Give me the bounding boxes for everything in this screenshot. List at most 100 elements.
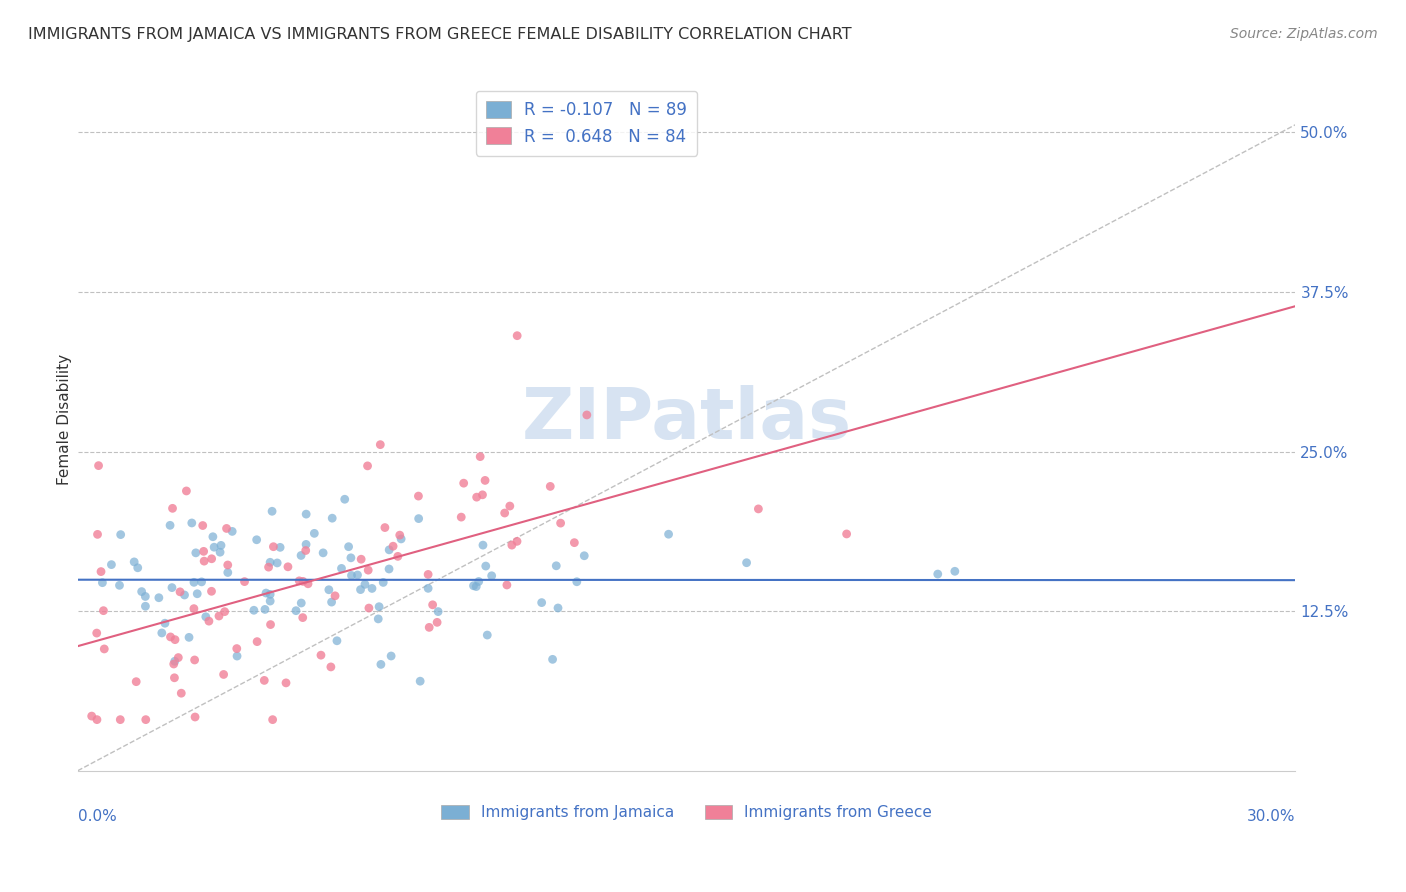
- Point: [190, 574, 212, 589]
- Point: [471, 488, 494, 502]
- Point: [254, 586, 277, 600]
- Point: [285, 604, 308, 618]
- Point: [418, 567, 440, 582]
- Point: [262, 540, 284, 554]
- Point: [274, 676, 297, 690]
- Point: [357, 563, 380, 577]
- Point: [304, 526, 326, 541]
- Point: [378, 562, 401, 576]
- Point: [474, 559, 496, 574]
- Point: [135, 713, 157, 727]
- Point: [86, 626, 108, 640]
- Point: [148, 591, 170, 605]
- Point: [86, 527, 108, 541]
- Point: [201, 530, 224, 544]
- Point: [80, 709, 103, 723]
- Point: [215, 521, 238, 535]
- Text: 30.0%: 30.0%: [1247, 809, 1295, 824]
- Point: [538, 479, 561, 493]
- Point: [125, 674, 148, 689]
- Point: [259, 555, 281, 569]
- Point: [408, 511, 430, 525]
- Point: [422, 598, 444, 612]
- Point: [453, 476, 475, 491]
- Point: [90, 565, 112, 579]
- Point: [259, 587, 281, 601]
- Point: [494, 506, 516, 520]
- Point: [226, 649, 249, 664]
- Point: [134, 599, 156, 614]
- Point: [312, 546, 335, 560]
- Point: [86, 713, 108, 727]
- Point: [259, 594, 281, 608]
- Point: [153, 616, 176, 631]
- Point: [246, 634, 269, 648]
- Point: [388, 528, 411, 542]
- Point: [209, 538, 232, 552]
- Point: [321, 511, 343, 525]
- Point: [183, 575, 205, 590]
- Point: [169, 584, 191, 599]
- Point: [134, 590, 156, 604]
- Point: [506, 328, 529, 343]
- Point: [575, 408, 598, 422]
- Point: [184, 546, 207, 560]
- Point: [266, 556, 288, 570]
- Point: [160, 581, 183, 595]
- Point: [110, 713, 132, 727]
- Point: [499, 499, 522, 513]
- Point: [163, 671, 186, 685]
- Point: [373, 575, 395, 590]
- Point: [340, 550, 363, 565]
- Point: [288, 574, 311, 588]
- Point: [356, 458, 378, 473]
- Point: [943, 564, 966, 578]
- Point: [291, 610, 314, 624]
- Point: [290, 549, 312, 563]
- Point: [319, 660, 342, 674]
- Point: [217, 558, 239, 572]
- Point: [246, 533, 269, 547]
- Point: [87, 458, 110, 473]
- Point: [127, 561, 149, 575]
- Point: [374, 520, 396, 534]
- Point: [565, 574, 588, 589]
- Point: [350, 552, 373, 566]
- Text: IMMIGRANTS FROM JAMAICA VS IMMIGRANTS FROM GREECE FEMALE DISABILITY CORRELATION : IMMIGRANTS FROM JAMAICA VS IMMIGRANTS FR…: [28, 27, 852, 42]
- Point: [477, 628, 499, 642]
- Point: [184, 710, 207, 724]
- Point: [201, 551, 224, 566]
- Y-axis label: Female Disability: Female Disability: [58, 354, 72, 485]
- Point: [214, 605, 236, 619]
- Point: [340, 568, 363, 582]
- Point: [496, 578, 519, 592]
- Point: [191, 518, 214, 533]
- Point: [541, 652, 564, 666]
- Point: [269, 541, 291, 555]
- Point: [253, 602, 276, 616]
- Point: [465, 490, 488, 504]
- Point: [418, 582, 440, 596]
- Point: [159, 630, 181, 644]
- Point: [233, 574, 256, 589]
- Point: [262, 713, 284, 727]
- Point: [506, 534, 529, 549]
- Point: [291, 574, 314, 589]
- Point: [93, 604, 115, 618]
- Point: [574, 549, 596, 563]
- Point: [297, 576, 319, 591]
- Text: Source: ZipAtlas.com: Source: ZipAtlas.com: [1230, 27, 1378, 41]
- Point: [193, 554, 215, 568]
- Point: [321, 595, 343, 609]
- Point: [481, 568, 503, 582]
- Point: [200, 584, 222, 599]
- Point: [243, 603, 266, 617]
- Point: [180, 516, 202, 530]
- Point: [108, 578, 131, 592]
- Point: [330, 561, 353, 575]
- Point: [295, 507, 318, 521]
- Point: [170, 686, 193, 700]
- Point: [163, 632, 186, 647]
- Point: [349, 582, 371, 597]
- Point: [470, 450, 492, 464]
